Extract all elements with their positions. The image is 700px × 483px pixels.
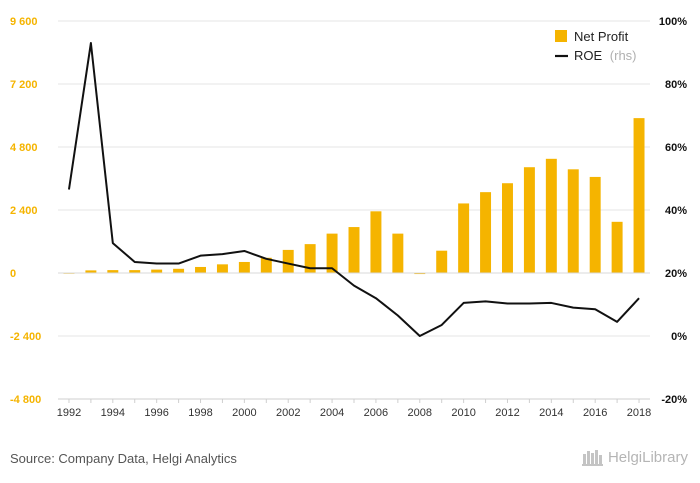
x-axis-tick-label: 2008 (408, 407, 432, 419)
x-axis-tick-label: 2014 (539, 407, 563, 419)
right-axis-tick-label: 60% (665, 142, 687, 154)
net-profit-bar-2000 (238, 261, 250, 273)
net-profit-bar-2009 (436, 250, 448, 273)
net-profit-bar-2002 (282, 249, 294, 273)
left-axis-tick-label: 7 200 (10, 79, 38, 91)
net-profit-bar-1993 (85, 270, 97, 273)
right-axis-tick-label: 80% (665, 79, 687, 91)
x-axis-tick-label: 1996 (144, 407, 168, 419)
x-axis-tick-label: 2006 (364, 407, 388, 419)
x-axis-tick-label: 2002 (276, 407, 300, 419)
net-profit-bar-2016 (589, 176, 601, 273)
legend: Net Profit ROE (rhs) (555, 29, 637, 63)
net-profit-bar-1996 (151, 269, 163, 273)
helgi-library-logo: HelgiLibrary (581, 448, 688, 466)
x-axis-tick-label: 2000 (232, 407, 256, 419)
left-axis-tick-label: -4 800 (10, 394, 41, 406)
right-axis-tick-label: 100% (659, 16, 687, 28)
net-profit-bar-1995 (129, 270, 141, 273)
net-profit-bar-2010 (458, 203, 470, 273)
x-axis-tick-label: 2004 (320, 407, 344, 419)
net-profit-bar-2014 (545, 158, 557, 273)
net-profit-bar-2007 (392, 233, 404, 273)
legend-roe-text: ROE (rhs) (574, 48, 637, 63)
net-profit-bars (63, 118, 645, 275)
net-profit-bar-2008 (414, 273, 426, 275)
net-profit-bar-2013 (523, 167, 535, 273)
roe-line (67, 42, 640, 337)
net-profit-bar-2001 (260, 257, 272, 273)
net-profit-bar-1999 (216, 264, 228, 273)
right-axis-tick-label: -20% (661, 394, 687, 406)
legend-roe-suffix: (rhs) (610, 48, 637, 63)
left-axis-tick-label: 2 400 (10, 205, 38, 217)
net-profit-bar-2017 (611, 221, 623, 273)
legend-roe-label: ROE (574, 48, 603, 63)
right-y-axis: -20% 0% 20% 40% 60% 80% 100% (659, 16, 687, 406)
right-axis-tick-label: 40% (665, 205, 687, 217)
x-axis: 1992 1994 1996 1998 2000 2002 2004 2006 2008 2010… (57, 398, 651, 419)
roe-line-series (67, 42, 640, 337)
net-profit-bar-2005 (348, 227, 360, 273)
net-profit-bar-2015 (567, 169, 579, 273)
x-axis-tick-label: 1994 (101, 407, 125, 419)
left-axis-tick-label: 4 800 (10, 142, 38, 154)
net-profit-bar-2011 (480, 192, 492, 273)
left-axis-tick-label: 9 600 (10, 16, 38, 28)
net-profit-bar-1998 (195, 266, 206, 273)
library-icon (581, 450, 603, 466)
left-y-axis: -4 800 -2 400 0 2 400 4 800 7 200 9 600 (10, 16, 41, 406)
right-axis-tick-label: 0% (671, 331, 687, 343)
x-axis-tick-label: 2010 (451, 407, 475, 419)
net-profit-bar-2004 (326, 233, 338, 273)
net-profit-bar-2012 (502, 183, 513, 273)
legend-net-profit-swatch (555, 30, 567, 42)
legend-net-profit-label: Net Profit (574, 29, 629, 44)
chart: -4 800 -2 400 0 2 400 4 800 7 200 9 600 -20% 0%… (10, 16, 687, 419)
left-axis-tick-label: -2 400 (10, 331, 41, 343)
x-axis-tick-label: 2012 (495, 407, 519, 419)
x-axis-tick-label: 2016 (583, 407, 607, 419)
x-axis-tick-label: 1998 (188, 407, 212, 419)
net-profit-bar-2018 (633, 118, 645, 273)
source-note: Source: Company Data, Helgi Analytics (10, 451, 237, 466)
net-profit-bar-2003 (304, 244, 316, 273)
net-profit-bar-1994 (107, 270, 119, 273)
logo-text: HelgiLibrary (607, 448, 688, 466)
x-axis-tick-label: 2018 (627, 407, 651, 419)
gridlines (58, 20, 650, 400)
left-axis-tick-label: 0 (10, 268, 16, 280)
right-axis-tick-label: 20% (665, 268, 687, 280)
net-profit-bar-2006 (370, 211, 382, 273)
net-profit-bar-1997 (173, 268, 185, 273)
x-axis-tick-label: 1992 (57, 407, 81, 419)
